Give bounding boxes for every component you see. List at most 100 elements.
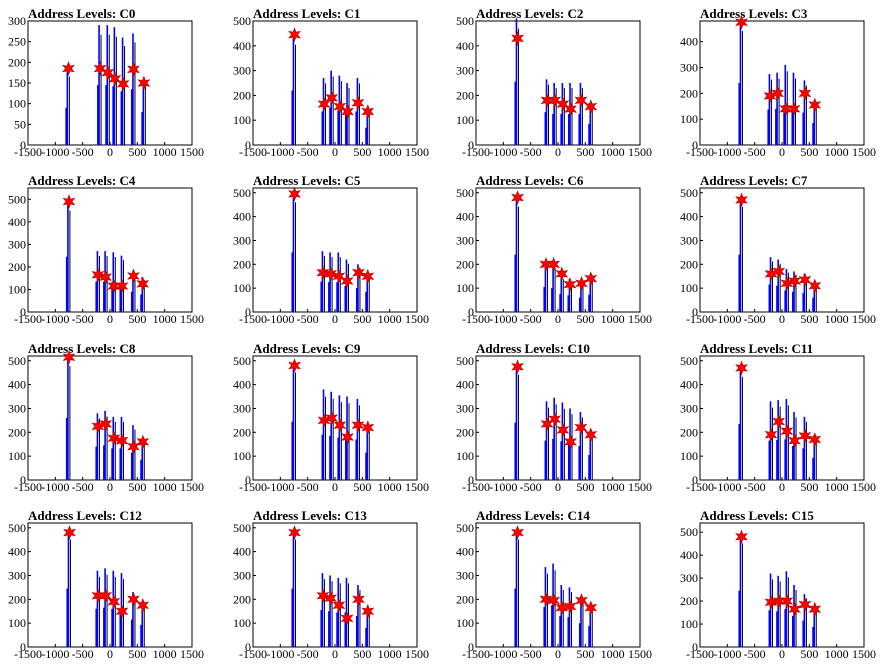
subplot-title: Address Levels: C7 bbox=[700, 173, 808, 188]
peak-marker bbox=[575, 276, 588, 291]
y-tick-label: 100 bbox=[456, 449, 474, 463]
y-tick-label: 300 bbox=[680, 233, 698, 247]
x-tick-label: -500 bbox=[520, 145, 542, 159]
peak-marker bbox=[780, 593, 794, 609]
x-tick-label: 1000 bbox=[825, 145, 849, 159]
peak-marker bbox=[351, 417, 365, 433]
x-tick-label: 0 bbox=[779, 480, 785, 494]
y-tick-label: 500 bbox=[456, 354, 474, 368]
y-tick-label: 500 bbox=[680, 186, 698, 200]
x-tick-label: 500 bbox=[800, 145, 818, 159]
subplot-c12: Address Levels: C12 0 100 200 300 400 500 -1500… bbox=[8, 508, 204, 661]
y-tick-label: 300 bbox=[8, 237, 26, 251]
peak-marker bbox=[584, 99, 598, 114]
x-tick-label: 1500 bbox=[628, 480, 652, 494]
x-tick-label: 1000 bbox=[153, 647, 177, 661]
x-tick-label: 0 bbox=[555, 647, 561, 661]
peak-marker bbox=[735, 360, 748, 376]
y-tick-label: 200 bbox=[680, 86, 698, 100]
y-tick-label: 0 bbox=[20, 138, 26, 152]
peak-marker bbox=[735, 14, 748, 30]
peak-marker bbox=[333, 99, 347, 114]
peak-marker bbox=[63, 525, 76, 540]
axes-frame bbox=[252, 355, 418, 481]
axes-frame bbox=[699, 522, 865, 648]
y-tick-label: 100 bbox=[233, 449, 251, 463]
peak-marker bbox=[101, 65, 115, 81]
y-tick-label: 300 bbox=[456, 568, 474, 582]
peak-marker bbox=[99, 269, 113, 285]
peak-marker bbox=[325, 410, 339, 426]
y-tick-label: 300 bbox=[456, 401, 474, 415]
y-tick-label: 400 bbox=[233, 39, 251, 53]
y-tick-label: 0 bbox=[20, 473, 26, 487]
peak-marker bbox=[361, 603, 375, 619]
x-tick-label: 1000 bbox=[378, 312, 402, 326]
axes-frame bbox=[699, 20, 865, 146]
peak-marker bbox=[548, 411, 562, 427]
axes-frame bbox=[699, 355, 865, 481]
y-tick-label: 100 bbox=[8, 449, 26, 463]
peak-marker bbox=[540, 416, 554, 432]
subplot-c13: Address Levels: C13 0 100 200 300 400 500 -1500… bbox=[233, 508, 429, 661]
x-tick-label: 1500 bbox=[628, 145, 652, 159]
x-tick-label: 1500 bbox=[852, 312, 876, 326]
y-tick-label: 400 bbox=[233, 545, 251, 559]
x-tick-label: 0 bbox=[779, 647, 785, 661]
y-tick-label: 100 bbox=[680, 449, 698, 463]
peak-marker bbox=[136, 276, 150, 292]
axes-frame bbox=[475, 20, 641, 146]
y-tick-label: 400 bbox=[680, 35, 698, 49]
subplot-title: Address Levels: C8 bbox=[28, 341, 136, 356]
peak-marker bbox=[798, 597, 812, 612]
peak-marker bbox=[316, 265, 330, 281]
x-tick-label: 0 bbox=[107, 312, 113, 326]
peak-marker bbox=[808, 432, 822, 447]
x-tick-label: -500 bbox=[744, 312, 766, 326]
y-tick-label: 100 bbox=[680, 617, 698, 631]
peak-marker bbox=[116, 76, 130, 92]
x-tick-label: 0 bbox=[555, 145, 561, 159]
peak-marker bbox=[788, 433, 801, 449]
y-tick-label: 300 bbox=[233, 233, 251, 247]
peak-marker bbox=[288, 358, 301, 373]
y-tick-label: 200 bbox=[233, 257, 251, 271]
peak-marker bbox=[779, 101, 793, 117]
x-tick-label: 500 bbox=[800, 647, 818, 661]
peak-marker bbox=[127, 268, 140, 284]
peak-marker bbox=[808, 278, 822, 294]
x-tick-label: 0 bbox=[555, 312, 561, 326]
peak-marker bbox=[340, 273, 354, 289]
x-tick-label: -1000 bbox=[41, 480, 69, 494]
peak-marker bbox=[556, 96, 570, 112]
peak-marker bbox=[341, 104, 354, 119]
y-tick-label: 200 bbox=[233, 425, 251, 439]
x-tick-label: -1000 bbox=[266, 312, 294, 326]
peak-marker bbox=[547, 256, 561, 272]
y-tick-label: 300 bbox=[456, 233, 474, 247]
peak-marker bbox=[584, 600, 598, 616]
peak-marker bbox=[99, 416, 113, 432]
y-tick-label: 100 bbox=[8, 282, 26, 296]
y-tick-label: 200 bbox=[680, 594, 698, 608]
x-tick-label: 500 bbox=[353, 647, 371, 661]
peak-marker bbox=[511, 31, 524, 46]
x-tick-label: -1000 bbox=[713, 145, 741, 159]
peak-marker bbox=[772, 414, 786, 429]
peak-marker bbox=[115, 433, 129, 449]
y-tick-label: 500 bbox=[8, 354, 26, 368]
x-tick-label: -1000 bbox=[266, 480, 294, 494]
peak-marker bbox=[361, 420, 375, 435]
x-tick-label: 1500 bbox=[405, 480, 429, 494]
peak-marker bbox=[288, 186, 301, 202]
peak-marker bbox=[556, 422, 570, 438]
axes-frame bbox=[27, 187, 193, 313]
peak-marker bbox=[547, 593, 561, 608]
x-tick-label: -1500 bbox=[462, 312, 490, 326]
y-tick-label: 200 bbox=[233, 88, 251, 102]
peak-marker bbox=[62, 194, 76, 209]
x-tick-label: -1500 bbox=[686, 145, 714, 159]
y-tick-label: 100 bbox=[8, 97, 26, 111]
y-tick-label: 300 bbox=[8, 14, 26, 28]
y-tick-label: 300 bbox=[680, 571, 698, 585]
